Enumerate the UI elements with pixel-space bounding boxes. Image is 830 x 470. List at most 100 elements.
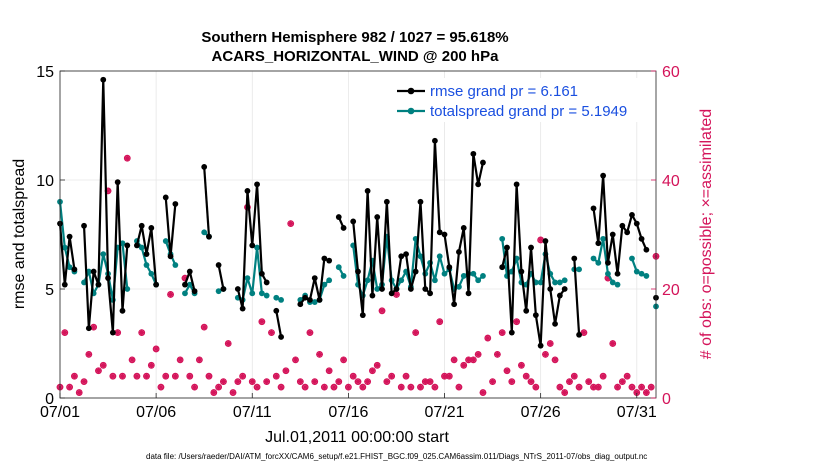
obs-assimilated-marker — [349, 373, 357, 380]
point-totalspread — [162, 238, 169, 244]
point-totalspread — [148, 270, 155, 277]
point-rmse — [446, 264, 453, 271]
point-rmse — [432, 137, 438, 144]
obs-assimilated-marker — [90, 323, 97, 331]
obs-assimilated-marker — [335, 378, 342, 385]
point-totalspread — [595, 259, 602, 266]
obs-assimilated-marker — [200, 323, 208, 331]
obs-assimilated-marker — [311, 378, 318, 385]
obs-assimilated-marker — [441, 373, 448, 380]
point-rmse — [206, 233, 212, 240]
obs-assimilated-marker — [176, 356, 184, 364]
x-tick-label: 07/21 — [424, 404, 464, 421]
point-rmse — [364, 188, 371, 194]
obs-assimilated-marker — [465, 356, 472, 364]
obs-assimilated-marker — [402, 373, 410, 380]
point-totalspread — [215, 288, 222, 295]
point-rmse — [388, 290, 395, 297]
obs-assimilated-marker — [354, 378, 362, 385]
point-rmse — [504, 244, 510, 251]
series-line-rmse — [203, 166, 211, 237]
legend-marker-totalspread — [407, 107, 415, 115]
obs-assimilated-marker — [71, 373, 78, 380]
obs-assimilated-marker — [268, 329, 275, 336]
point-rmse — [571, 255, 578, 262]
point-rmse — [470, 150, 477, 157]
obs-assimilated-marker — [273, 373, 280, 380]
x-tick-label: 07/11 — [233, 404, 272, 421]
y-tick-label: 15 — [36, 64, 54, 81]
obs-assimilated-marker — [181, 274, 189, 282]
x-tick-label: 07/26 — [521, 404, 561, 421]
legend-label-totalspread: totalspread grand pr = 5.1949 — [430, 103, 627, 120]
y-tick-label: 5 — [45, 282, 54, 299]
point-rmse — [383, 198, 390, 205]
obs-assimilated-marker — [407, 383, 415, 391]
x-tick-label: 07/06 — [136, 404, 176, 421]
obs-assimilated-marker — [143, 373, 150, 380]
point-rmse — [326, 257, 333, 264]
obs-assimilated-marker — [85, 351, 93, 358]
point-rmse — [66, 233, 73, 240]
obs-assimilated-marker — [638, 383, 645, 391]
obs-assimilated-marker — [498, 329, 506, 336]
obs-assimilated-marker — [282, 367, 290, 374]
obs-assimilated-marker — [364, 378, 371, 385]
point-totalspread — [436, 253, 443, 260]
point-totalspread — [61, 244, 68, 251]
x-axis-label: Jul.01,2011 00:00:00 start — [265, 429, 449, 446]
point-rmse — [456, 249, 462, 255]
point-rmse — [244, 188, 251, 194]
point-rmse — [379, 286, 385, 292]
point-rmse — [513, 181, 520, 188]
obs-assimilated-marker — [258, 318, 266, 325]
obs-assimilated-marker — [225, 340, 232, 347]
point-rmse — [167, 253, 174, 260]
obs-assimilated-marker — [513, 318, 520, 325]
obs-assimilated-marker — [95, 367, 102, 374]
obs-assimilated-marker — [128, 356, 136, 364]
point-totalspread — [340, 273, 347, 279]
obs-assimilated-marker — [66, 383, 73, 391]
point-rmse — [609, 231, 616, 238]
obs-assimilated-marker — [215, 383, 222, 391]
obs-assimilated-marker — [417, 383, 424, 391]
point-rmse — [172, 201, 179, 207]
point-totalspread — [335, 264, 342, 271]
obs-assimilated-marker — [523, 373, 530, 380]
obs-assimilated-marker — [542, 351, 549, 358]
obs-assimilated-marker — [474, 351, 482, 358]
point-totalspread — [172, 262, 179, 268]
legend-marker-rmse — [407, 87, 415, 95]
point-totalspread — [326, 277, 333, 284]
point-totalspread — [263, 292, 270, 299]
point-rmse — [465, 290, 472, 297]
point-rmse — [643, 246, 650, 253]
point-totalspread — [480, 273, 486, 279]
obs-assimilated-marker — [494, 351, 501, 358]
obs-assimilated-marker — [628, 383, 636, 391]
point-totalspread — [629, 255, 635, 262]
point-rmse — [134, 242, 140, 249]
point-rmse — [374, 214, 381, 220]
point-totalspread — [441, 270, 448, 277]
chart-subtitle: ACARS_HORIZONTAL_WIND @ 200 hPa — [212, 48, 500, 65]
obs-assimilated-marker — [157, 383, 165, 391]
obs-assimilated-marker — [393, 291, 400, 298]
point-rmse — [215, 262, 222, 268]
obs-assimilated-marker — [133, 373, 141, 380]
y2-tick-label: 0 — [662, 391, 671, 408]
point-rmse — [340, 225, 347, 231]
obs-assimilated-marker — [460, 362, 467, 369]
series-line-rmse — [82, 78, 129, 334]
obs-assimilated-marker — [604, 274, 612, 282]
obs-assimilated-marker — [321, 383, 328, 391]
y-axis-label: rmse and totalspread — [11, 159, 28, 309]
point-rmse — [119, 307, 126, 314]
point-totalspread — [470, 270, 477, 277]
obs-assimilated-marker — [532, 383, 540, 391]
point-rmse — [441, 231, 448, 238]
point-totalspread — [374, 286, 381, 292]
obs-assimilated-marker — [80, 378, 88, 385]
point-rmse — [335, 214, 342, 220]
